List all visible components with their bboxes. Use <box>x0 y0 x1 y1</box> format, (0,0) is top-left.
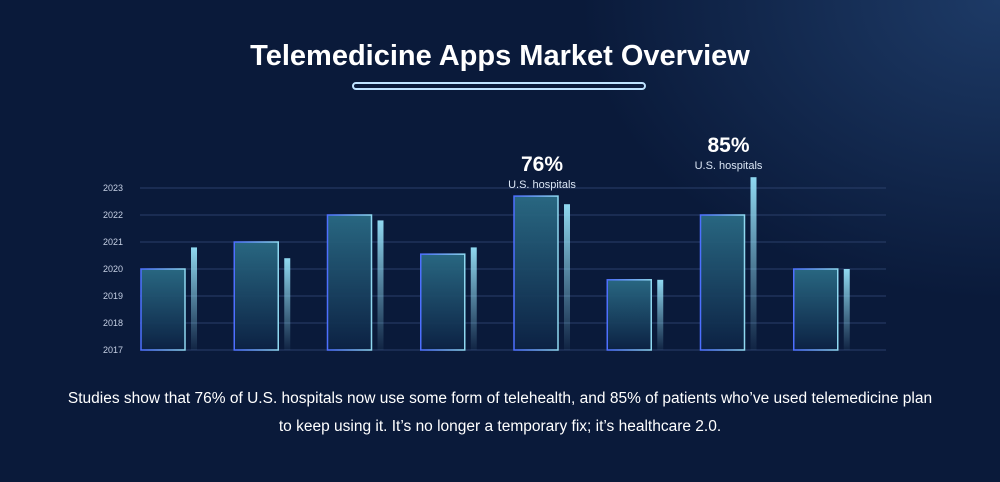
annotations: 76% U.S. hospitals 85% U.S. hospitals <box>508 134 763 191</box>
y-tick-label: 2023 <box>103 183 123 193</box>
annotation-value: 85% <box>707 134 749 157</box>
description-text: Studies show that 76% of U.S. hospitals … <box>67 390 933 435</box>
y-tick-label: 2021 <box>103 237 123 247</box>
accent-bar <box>377 220 384 350</box>
bar <box>793 268 839 351</box>
bar <box>326 214 373 351</box>
accent-bar <box>843 269 850 350</box>
title-underline-bar <box>352 82 646 90</box>
y-tick-label: 2022 <box>103 210 123 220</box>
annotation-value: 76% <box>521 153 563 176</box>
bar <box>233 241 279 351</box>
accent-bar <box>470 247 477 350</box>
annotation-label: U.S. hospitals <box>508 179 576 191</box>
bar <box>420 253 466 351</box>
y-tick-label: 2019 <box>103 291 123 301</box>
page-title: Telemedicine Apps Market Overview <box>250 40 750 72</box>
y-tick-label: 2017 <box>103 345 123 355</box>
bar <box>140 268 186 351</box>
y-axis: 2017 2018 2019 2020 2021 2022 2023 <box>103 183 123 355</box>
accent-bar <box>750 177 757 350</box>
accent-bar <box>284 258 291 350</box>
accent-bar <box>191 247 197 350</box>
bar <box>699 214 746 351</box>
bars <box>140 177 850 351</box>
y-tick-label: 2018 <box>103 318 123 328</box>
accent-bar <box>564 204 570 350</box>
bar <box>606 279 652 351</box>
y-tick-label: 2020 <box>103 264 123 274</box>
annotation-label: U.S. hospitals <box>695 160 763 172</box>
bar <box>513 195 559 351</box>
accent-bar <box>657 279 664 350</box>
